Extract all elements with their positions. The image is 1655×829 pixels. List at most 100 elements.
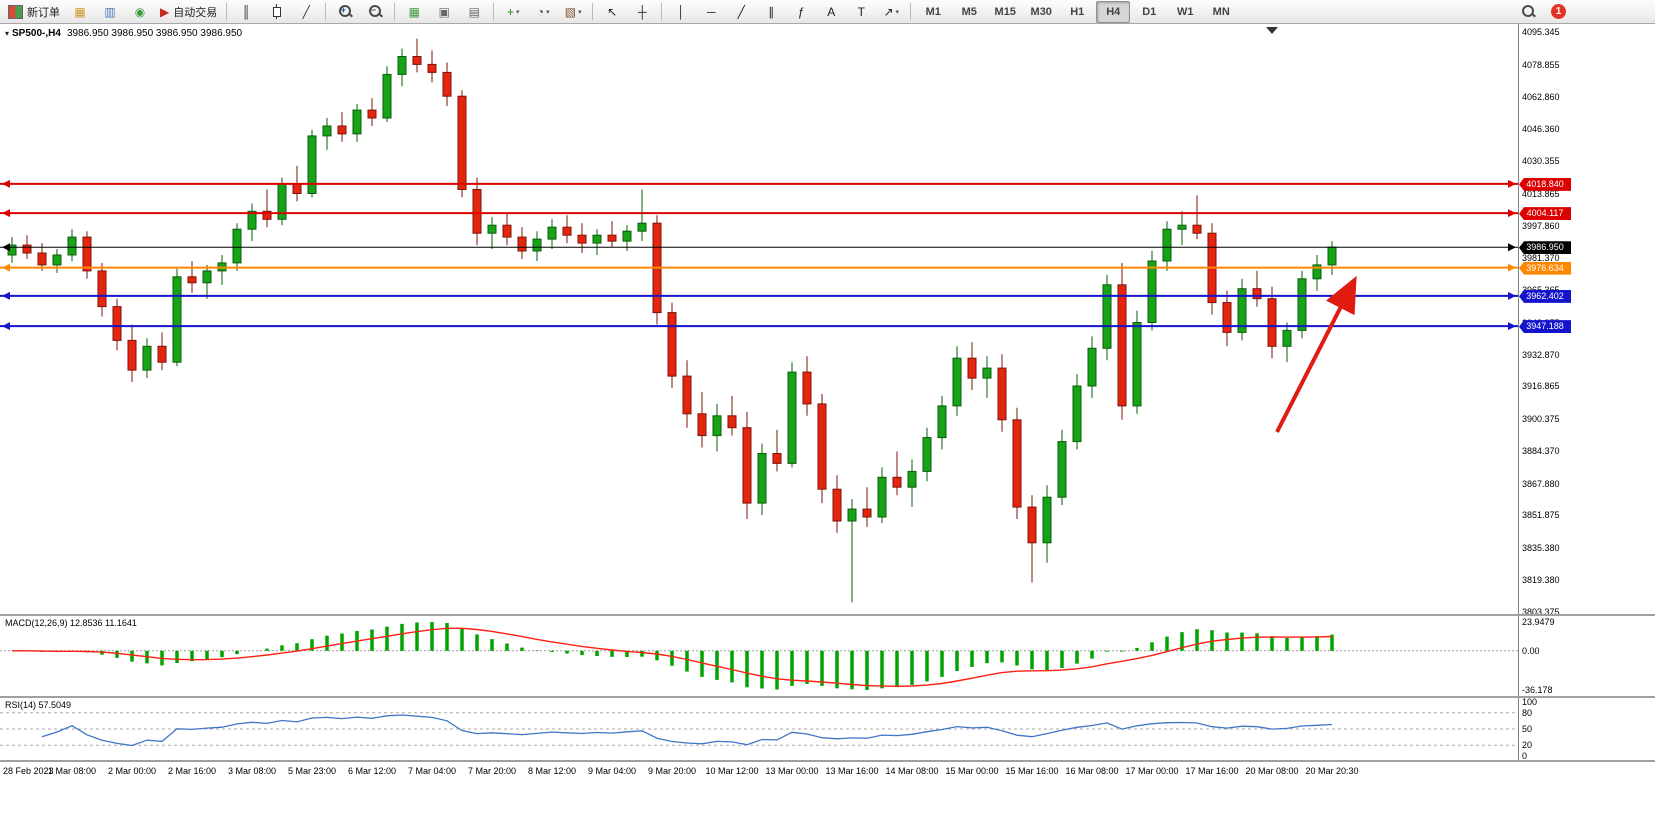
periods-icon: ◔ (536, 4, 545, 19)
timeframe-w1-button[interactable]: W1 (1176, 5, 1194, 18)
trendline-button[interactable]: ╱ (727, 1, 755, 23)
rsi-axis-label: 80 (1522, 707, 1533, 718)
price-axis-label: 3916.865 (1522, 381, 1560, 392)
candle (997, 354, 1007, 432)
line-left-marker-icon (2, 263, 10, 272)
candle (862, 487, 872, 527)
timeframe-h4-button[interactable]: H4 (1096, 0, 1131, 23)
candle (427, 50, 437, 83)
tile-windows-icon: ▦ (408, 4, 420, 19)
candle (487, 217, 497, 249)
candle (337, 112, 347, 142)
label-button[interactable]: T (847, 1, 875, 23)
timeframe-d1-button[interactable]: D1 (1142, 5, 1157, 18)
timeframe-mn-button[interactable]: MN (1212, 5, 1230, 18)
notification-badge[interactable]: 1 (1551, 4, 1566, 19)
candlestick-chart-button[interactable] (262, 1, 290, 23)
candlestick-chart-icon (270, 4, 283, 19)
candle (82, 231, 92, 279)
macd-panel[interactable]: MACD(12,26,9) 12.8536 11.1641 (0, 616, 1518, 696)
candle (832, 475, 842, 533)
horizontal-price-line[interactable] (0, 263, 1518, 272)
new-order-icon (8, 4, 23, 19)
trend-arrow-annotation[interactable] (1275, 275, 1357, 433)
fibonacci-button[interactable]: ƒ (787, 1, 815, 23)
cursor-button[interactable]: ↖ (598, 1, 626, 23)
window-splitter[interactable] (0, 696, 1655, 698)
candle (97, 262, 107, 317)
navigator-button[interactable]: ◉ (126, 1, 154, 23)
candle (1102, 274, 1112, 361)
chart-shift-marker-icon[interactable] (1266, 27, 1278, 34)
timeframe-m1-button[interactable]: M1 (925, 5, 941, 18)
search-button[interactable] (1514, 1, 1542, 23)
tile-windows-button[interactable]: ▦ (400, 1, 428, 23)
price-chart-panel[interactable]: SP500-,H4 3986.950 3986.950 3986.950 398… (0, 24, 1518, 614)
dropdown-caret-icon: ▾ (895, 8, 900, 16)
time-axis[interactable]: 28 Feb 2023 1 Mar 08:00 2 Mar 00:00 2 Mar 1… (0, 762, 1655, 829)
time-axis-label: 17 Mar 16:00 (1185, 766, 1239, 776)
candle (592, 229, 602, 255)
candlestick-chart (0, 24, 1518, 614)
window-splitter[interactable] (0, 614, 1655, 616)
candle (352, 104, 362, 142)
window-splitter[interactable] (0, 760, 1655, 762)
periods-button[interactable]: ◔ ▾ (529, 1, 557, 23)
chart-ohlc-values: 3986.950 3986.950 3986.950 3986.950 (66, 28, 243, 39)
price-axis-label: 4078.855 (1522, 59, 1560, 70)
candle (1252, 270, 1262, 307)
toolbar-separator (226, 3, 228, 20)
horizontal-price-line[interactable] (0, 291, 1518, 300)
candle (172, 268, 182, 367)
time-axis-label: 17 Mar 00:00 (1125, 766, 1179, 776)
time-axis-label: 15 Mar 16:00 (1005, 766, 1059, 776)
bar-chart-icon: ║ (241, 4, 251, 19)
timeframe-m5-button[interactable]: M5 (961, 5, 977, 18)
candle (1207, 223, 1217, 315)
chart-collapse-icon[interactable] (5, 28, 12, 39)
time-axis-label: 3 Mar 08:00 (227, 766, 277, 776)
crosshair-button[interactable]: ┼ (628, 1, 656, 23)
candle (562, 215, 572, 244)
horizontal-price-line[interactable] (0, 179, 1518, 188)
horizontal-price-line[interactable] (0, 243, 1518, 252)
data-window-button[interactable]: ▥ (96, 1, 124, 23)
rsi-label: RSI(14) 57.5049 (5, 700, 72, 710)
candle (712, 403, 722, 452)
price-lines-layer[interactable] (0, 179, 1518, 331)
horizontal-price-line[interactable] (0, 322, 1518, 331)
vertical-line-button[interactable]: │ (667, 1, 695, 23)
bar-chart-button[interactable]: ║ (232, 1, 260, 23)
candle (247, 203, 257, 242)
line-right-marker-icon (1508, 322, 1516, 331)
horizontal-line-button[interactable]: ─ (697, 1, 725, 23)
time-axis-label: 10 Mar 12:00 (705, 766, 759, 776)
cascade-windows-button[interactable]: ▣ (430, 1, 458, 23)
candle (982, 356, 992, 398)
channel-button[interactable]: ∥ (757, 1, 785, 23)
new-order-button[interactable]: 新订单 (4, 1, 64, 23)
auto-trading-button[interactable]: ▶ 自动交易 (156, 1, 221, 23)
indicators-icon: + (506, 4, 514, 19)
zoom-in-button[interactable]: + (331, 1, 359, 23)
arrange-windows-button[interactable]: ▤ (460, 1, 488, 23)
rsi-chart (0, 698, 1518, 760)
price-axis[interactable]: 4095.345 4078.855 4062.860 4046.360 4030.355… (1518, 24, 1655, 761)
candle (262, 189, 272, 228)
market-watch-button[interactable]: ▦ (66, 1, 94, 23)
templates-button[interactable]: ▧ ▾ (559, 1, 587, 23)
shapes-button[interactable]: ↗ ▾ (877, 1, 905, 23)
indicators-button[interactable]: + ▾ (499, 1, 527, 23)
line-chart-button[interactable]: ╱ (292, 1, 320, 23)
fibonacci-icon: ƒ (797, 4, 805, 19)
timeframe-m30-button[interactable]: M30 (1030, 5, 1052, 18)
zoom-out-button[interactable]: − (361, 1, 389, 23)
text-button[interactable]: A (817, 1, 845, 23)
timeframe-m15-button[interactable]: M15 (994, 5, 1016, 18)
timeframe-h1-button[interactable]: H1 (1070, 5, 1085, 18)
rsi-panel[interactable]: RSI(14) 57.5049 (0, 698, 1518, 760)
price-axis-label: 3851.875 (1522, 510, 1560, 521)
time-axis-label: 13 Mar 00:00 (765, 766, 819, 776)
candle (217, 255, 227, 285)
horizontal-price-line[interactable] (0, 209, 1518, 218)
